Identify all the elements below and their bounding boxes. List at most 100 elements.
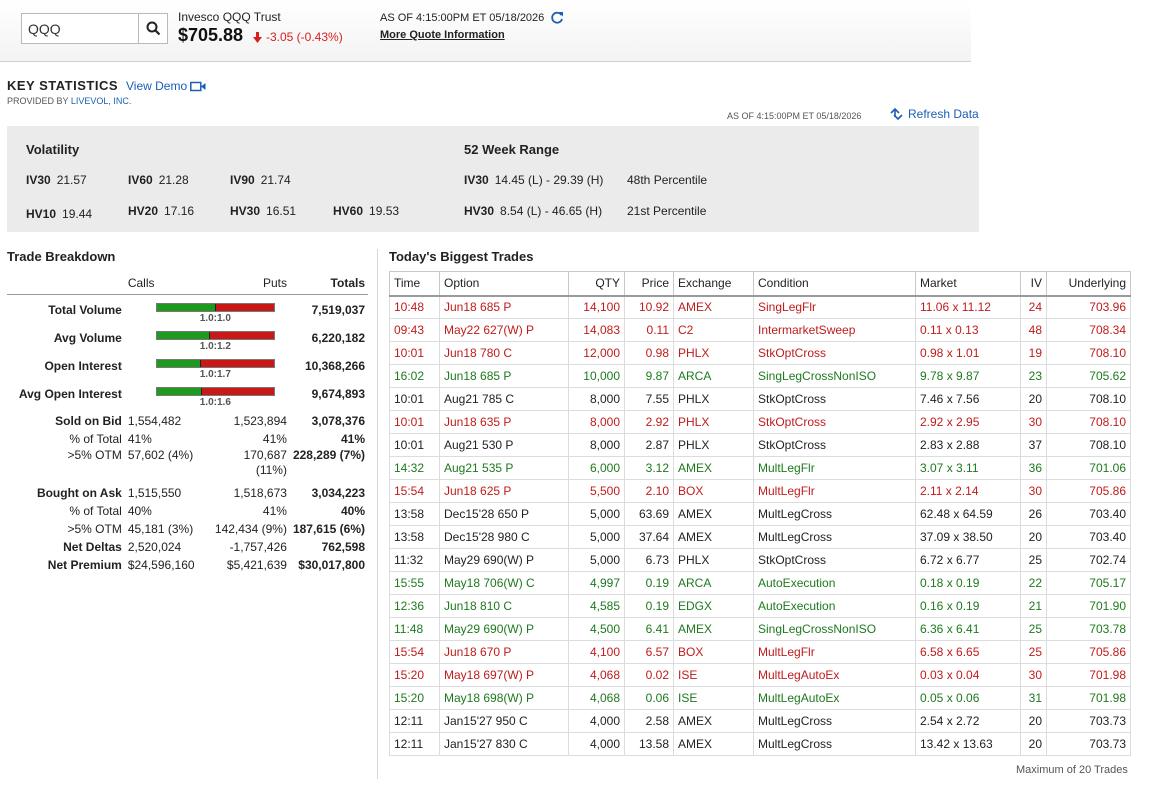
bt-header-exchange[interactable]: Exchange <box>673 271 754 297</box>
refresh-data-label: Refresh Data <box>908 107 979 121</box>
trade-condition: AutoExecution <box>753 571 916 595</box>
trade-row[interactable]: 11:32 May29 690(W) P 5,000 6.73 PHLX StkOptCr… <box>389 548 1131 572</box>
trade-row[interactable]: 10:01 Aug21 530 P 8,000 2.87 PHLX StkOptCross… <box>389 433 1131 457</box>
ratio-text: 1.0:1.7 <box>199 369 231 380</box>
hv20-label: HV20 <box>128 204 159 218</box>
trade-row[interactable]: 15:54 Jun18 670 P 4,100 6.57 BOX MultLegFlr 6.… <box>389 640 1131 664</box>
trade-market: 2.83 x 2.88 <box>915 433 1021 457</box>
quote-change: -3.05 (-0.43%) <box>253 30 343 44</box>
quote-name: Invesco QQQ Trust <box>178 10 281 24</box>
tb-total: 41% <box>340 432 365 446</box>
bt-header-qty[interactable]: QTY <box>568 271 625 297</box>
ratio-text: 1.0:1.6 <box>199 397 231 408</box>
stats-asof: AS OF 4:15:00PM ET 05/18/2026 <box>727 111 862 121</box>
trade-price: 6.57 <box>624 640 674 664</box>
trade-option: Jun18 810 C <box>439 594 569 618</box>
bt-header-price[interactable]: Price <box>624 271 674 297</box>
trade-option: Jun18 625 P <box>439 479 569 503</box>
tb-header-totals: Totals <box>289 270 368 295</box>
trade-option: Jan15'27 830 C <box>439 732 569 756</box>
ratio-bar-track <box>155 359 275 368</box>
hv30-value: 16.51 <box>266 204 297 218</box>
symbol-search-input[interactable] <box>22 14 138 43</box>
tb-puts: 1,523,894 <box>233 414 287 428</box>
hv60-stat: HV60 19.53 <box>333 204 399 218</box>
bt-header-iv[interactable]: IV <box>1020 271 1047 297</box>
ratio-bar-track <box>155 387 275 396</box>
trade-time: 15:54 <box>389 640 440 664</box>
trade-row[interactable]: 10:01 Jun18 780 C 12,000 0.98 PHLX StkOptCros… <box>389 341 1131 365</box>
trade-condition: AutoExecution <box>753 594 916 618</box>
trade-time: 13:58 <box>389 525 440 549</box>
refresh-data-icon <box>890 107 903 121</box>
trade-time: 10:01 <box>389 387 440 411</box>
trade-exchange: PHLX <box>673 548 754 572</box>
refresh-icon[interactable] <box>550 11 564 25</box>
trade-condition: StkOptCross <box>753 433 916 457</box>
symbol-search <box>21 13 168 44</box>
trade-price: 2.87 <box>624 433 674 457</box>
trade-market: 9.78 x 9.87 <box>915 364 1021 388</box>
trade-underlying: 703.73 <box>1046 709 1131 733</box>
trade-price: 3.12 <box>624 456 674 480</box>
trade-row[interactable]: 15:55 May18 706(W) C 4,997 0.19 ARCA AutoExec… <box>389 571 1131 595</box>
biggest-trades-table: Time Option QTY Price Exchange Condition… <box>389 271 1131 756</box>
bt-header-underlying[interactable]: Underlying <box>1046 271 1131 297</box>
trade-exchange: PHLX <box>673 387 754 411</box>
trade-condition: MultLegAutoEx <box>753 686 916 710</box>
search-button[interactable] <box>138 14 167 43</box>
ratio-bar-track <box>155 331 275 340</box>
trade-row[interactable]: 10:01 Aug21 785 C 8,000 7.55 PHLX StkOptCross… <box>389 387 1131 411</box>
hv10-label: HV10 <box>26 207 57 221</box>
trade-row[interactable]: 10:01 Jun18 635 P 8,000 2.92 PHLX StkOptCross… <box>389 410 1131 434</box>
trade-row[interactable]: 15:20 May18 698(W) P 4,068 0.06 ISE MultLegAu… <box>389 686 1131 710</box>
bt-header-condition[interactable]: Condition <box>753 271 916 297</box>
trade-row[interactable]: 15:20 May18 697(W) P 4,068 0.02 ISE MultLegAu… <box>389 663 1131 687</box>
tb-label: Open Interest <box>44 359 122 373</box>
trade-qty: 5,500 <box>568 479 625 503</box>
trade-price: 0.11 <box>624 318 674 342</box>
trade-row[interactable]: 11:48 May29 690(W) P 4,500 6.41 AMEX SingLegC… <box>389 617 1131 641</box>
trade-row[interactable]: 12:11 Jan15'27 950 C 4,000 2.58 AMEX MultLegC… <box>389 709 1131 733</box>
range52-heading: 52 Week Range <box>464 142 560 157</box>
trade-underlying: 708.34 <box>1046 318 1131 342</box>
view-demo-link[interactable]: View Demo <box>126 79 206 93</box>
tb-puts: 41% <box>262 432 287 446</box>
trade-price: 6.41 <box>624 617 674 641</box>
trade-underlying: 708.10 <box>1046 341 1131 365</box>
bt-header-market[interactable]: Market <box>915 271 1021 297</box>
trade-price: 9.87 <box>624 364 674 388</box>
trade-row[interactable]: 16:02 Jun18 685 P 10,000 9.87 ARCA SingLegCro… <box>389 364 1131 388</box>
tb-label: Total Volume <box>48 303 122 317</box>
refresh-data-button[interactable]: Refresh Data <box>889 107 979 121</box>
trade-breakdown-body: Total Volume 1.0:1.0 7,519,037 Avg Volum… <box>7 294 368 574</box>
trade-iv: 37 <box>1020 433 1047 457</box>
bt-header-option[interactable]: Option <box>439 271 569 297</box>
trade-exchange: AMEX <box>673 502 754 526</box>
trade-market: 2.54 x 2.72 <box>915 709 1021 733</box>
more-quote-info-link[interactable]: More Quote Information <box>380 29 505 41</box>
tb-total: 228,289 (7%) <box>292 448 365 462</box>
tb-bar-cell: 1.0:1.7 <box>125 356 290 384</box>
trade-underlying: 701.98 <box>1046 663 1131 687</box>
bt-header-time[interactable]: Time <box>389 271 440 297</box>
trade-row[interactable]: 13:58 Dec15'28 980 C 5,000 37.64 AMEX MultLeg… <box>389 525 1131 549</box>
trade-exchange: AMEX <box>673 732 754 756</box>
trade-row[interactable]: 13:58 Dec15'28 650 P 5,000 63.69 AMEX MultLeg… <box>389 502 1131 526</box>
trade-condition: MultLegFlr <box>753 456 916 480</box>
trade-market: 0.05 x 0.06 <box>915 686 1021 710</box>
trade-row[interactable]: 12:36 Jun18 810 C 4,585 0.19 EDGX AutoExecuti… <box>389 594 1131 618</box>
provided-by-prefix: PROVIDED BY <box>7 96 71 106</box>
tb-puts: 142,434 (9%) <box>214 522 287 536</box>
provider-link[interactable]: LIVEVOL, INC. <box>70 96 132 106</box>
trade-exchange: BOX <box>673 640 754 664</box>
ratio-bar: 1.0:1.0 <box>155 303 275 324</box>
trade-row[interactable]: 09:43 May22 627(W) P 14,083 0.11 C2 Intermark… <box>389 318 1131 342</box>
trade-row[interactable]: 12:11 Jan15'27 830 C 4,000 13.58 AMEX MultLeg… <box>389 732 1131 756</box>
trade-exchange: ISE <box>673 686 754 710</box>
trade-condition: MultLegCross <box>753 709 916 733</box>
trade-row[interactable]: 10:48 Jun18 685 P 14,100 10.92 AMEX SingLegFl… <box>389 295 1131 319</box>
trade-row[interactable]: 15:54 Jun18 625 P 5,500 2.10 BOX MultLegFlr 2.… <box>389 479 1131 503</box>
trade-row[interactable]: 14:32 Aug21 535 P 6,000 3.12 AMEX MultLegFlr 3… <box>389 456 1131 480</box>
trade-iv: 30 <box>1020 663 1047 687</box>
